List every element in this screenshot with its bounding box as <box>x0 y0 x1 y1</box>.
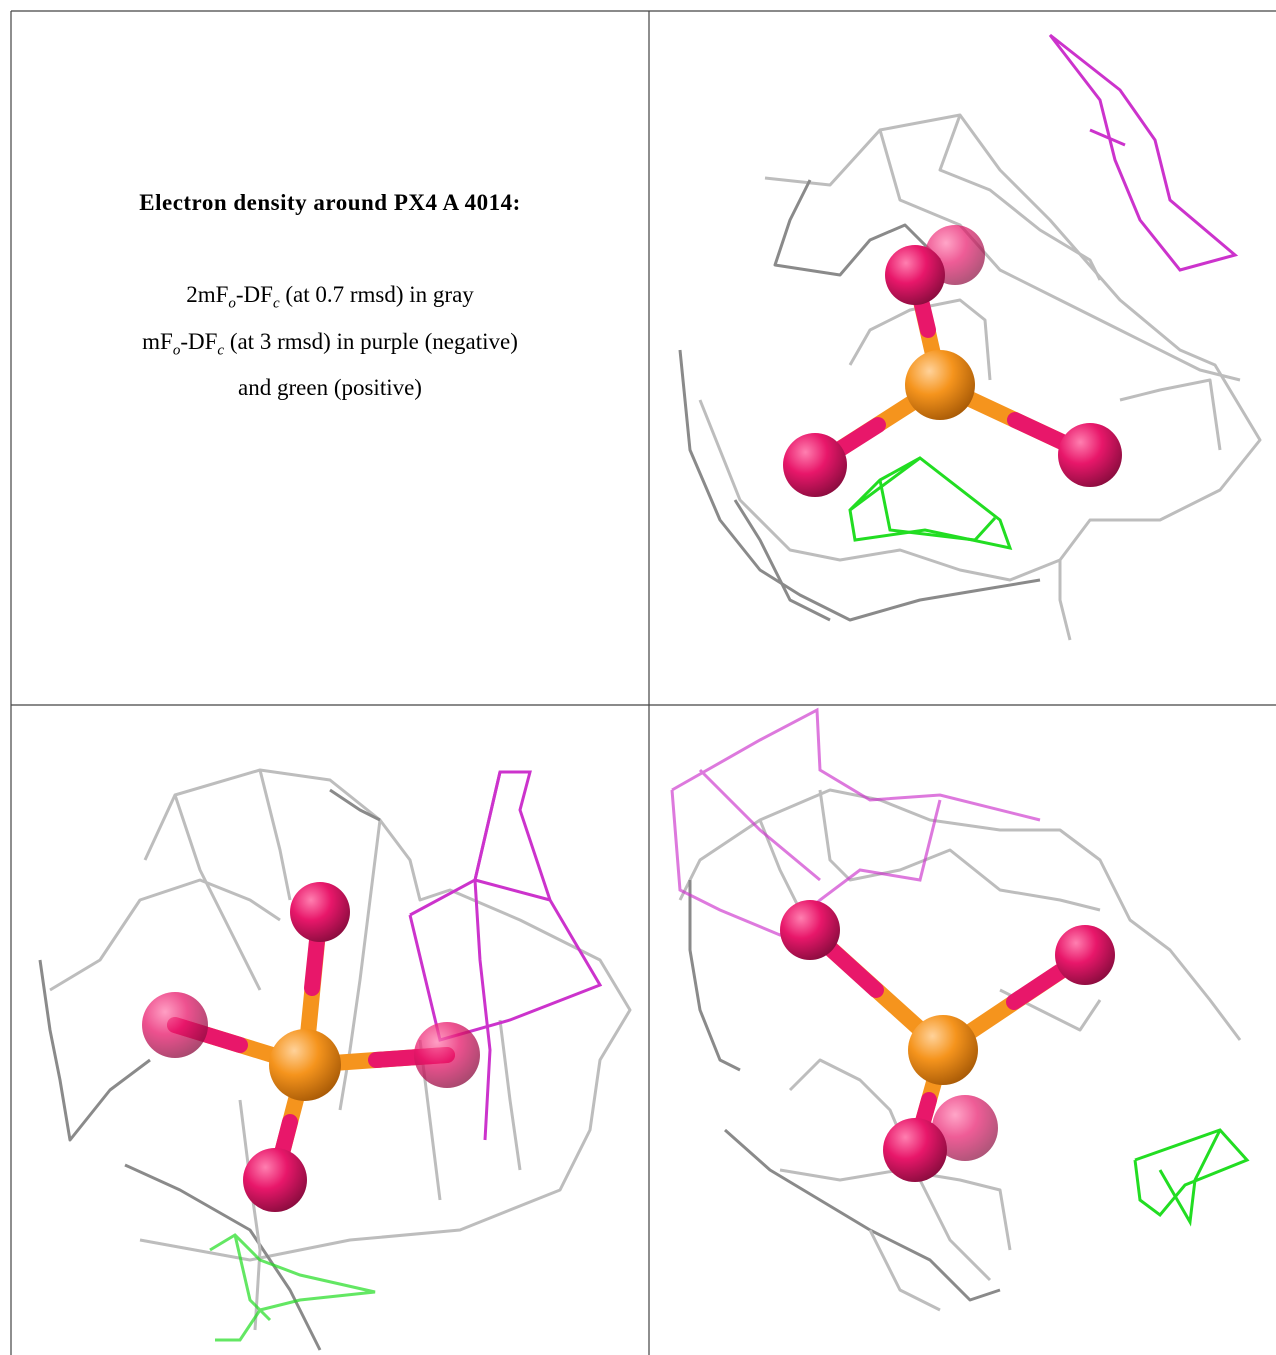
density-green <box>850 458 1010 548</box>
density-green <box>1135 1130 1247 1222</box>
caption-text: -DF <box>180 329 217 354</box>
caption-text: -DF <box>236 282 273 307</box>
subscript: c <box>273 296 280 312</box>
page: Electron density around PX4 A 4014: 2mFo… <box>0 0 1276 1355</box>
caption-title: Electron density around PX4 A 4014: <box>12 190 648 216</box>
caption-text: (at 0.7 rmsd) in gray <box>280 282 474 307</box>
caption-text: (at 3 rmsd) in purple (negative) <box>224 329 518 354</box>
caption-line: 2mFo-DFc (at 0.7 rmsd) in gray <box>12 276 648 323</box>
molecule <box>783 225 1122 497</box>
density-purple <box>1050 35 1235 270</box>
molecule <box>142 882 480 1212</box>
molecule <box>780 900 1115 1182</box>
caption: Electron density around PX4 A 4014: 2mFo… <box>12 190 648 407</box>
density-purple <box>672 710 1040 935</box>
caption-text: 2mF <box>186 282 228 307</box>
caption-line: mFo-DFc (at 3 rmsd) in purple (negative) <box>12 323 648 370</box>
caption-text: and green (positive) <box>238 375 422 400</box>
subscript: o <box>228 296 236 312</box>
caption-text: mF <box>142 329 173 354</box>
caption-line: and green (positive) <box>12 369 648 407</box>
